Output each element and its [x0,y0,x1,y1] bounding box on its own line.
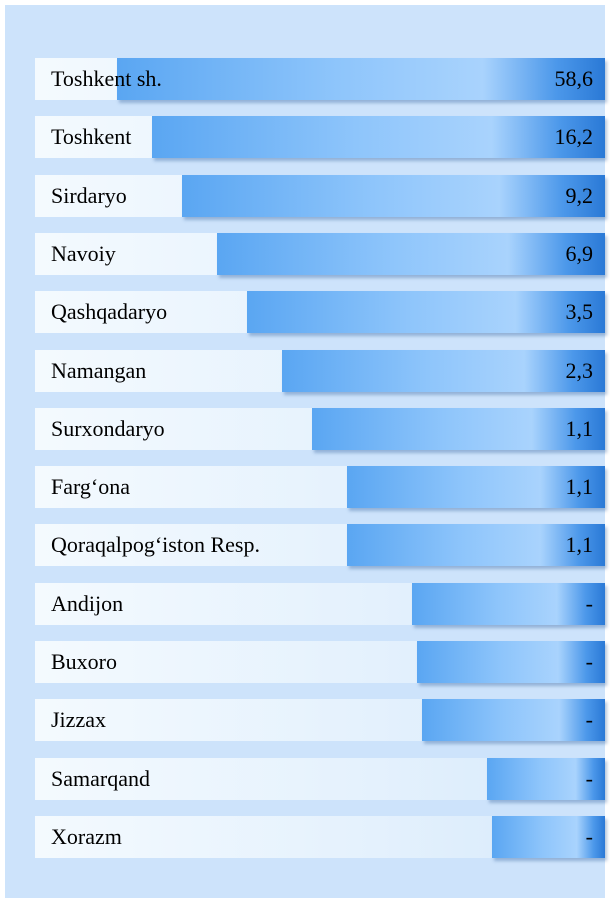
row-label: Surxondaryo [51,408,165,450]
bar [152,116,605,158]
row: Jizzax - [35,699,605,741]
row-value: - [586,641,593,683]
row-label: Qashqadaryo [51,291,167,333]
row: Qoraqalpog‘iston Resp. 1,1 [35,524,605,566]
row-value: 9,2 [566,175,594,217]
row: Qashqadaryo 3,5 [35,291,605,333]
panel: Toshkent sh. 58,6 Toshkent 16,2 Sirdaryo 9,2 N… [5,5,605,898]
row: Namangan 2,3 [35,350,605,392]
row-label: Namangan [51,350,146,392]
row: Sirdaryo 9,2 [35,175,605,217]
bar [422,699,605,741]
bar [417,641,605,683]
row-value: 58,6 [555,58,594,100]
row-value: - [586,758,593,800]
row-label: Samarqand [51,758,150,800]
bar [217,233,605,275]
row: Toshkent 16,2 [35,116,605,158]
row: Andijon - [35,583,605,625]
row-value: 1,1 [566,466,594,508]
bar [182,175,605,217]
row-value: 6,9 [566,233,594,275]
row: Navoiy 6,9 [35,233,605,275]
row-value: 2,3 [566,350,594,392]
row-label: Andijon [51,583,123,625]
bar [247,291,605,333]
bar [412,583,605,625]
row-value: - [586,583,593,625]
row-label: Sirdaryo [51,175,127,217]
row-value: 1,1 [566,408,594,450]
bar [117,58,605,100]
row-value: - [586,699,593,741]
row: Samarqand - [35,758,605,800]
row: Buxoro - [35,641,605,683]
row: Xorazm - [35,816,605,858]
row-value: 3,5 [566,291,594,333]
row-label: Qoraqalpog‘iston Resp. [51,524,260,566]
bar [312,408,605,450]
row-label: Navoiy [51,233,116,275]
row-label: Farg‘ona [51,466,130,508]
row-label: Xorazm [51,816,122,858]
page: {"rows": [ {"label": "Toshkent sh.", "va… [0,0,610,903]
row: Farg‘ona 1,1 [35,466,605,508]
bar [282,350,605,392]
row-value: 1,1 [566,524,594,566]
row: Surxondaryo 1,1 [35,408,605,450]
row-label: Jizzax [51,699,106,741]
row-label: Toshkent [51,116,131,158]
row-value: - [586,816,593,858]
row-label: Buxoro [51,641,117,683]
row-value: 16,2 [555,116,594,158]
row-label: Toshkent sh. [51,58,162,100]
row: Toshkent sh. 58,6 [35,58,605,100]
